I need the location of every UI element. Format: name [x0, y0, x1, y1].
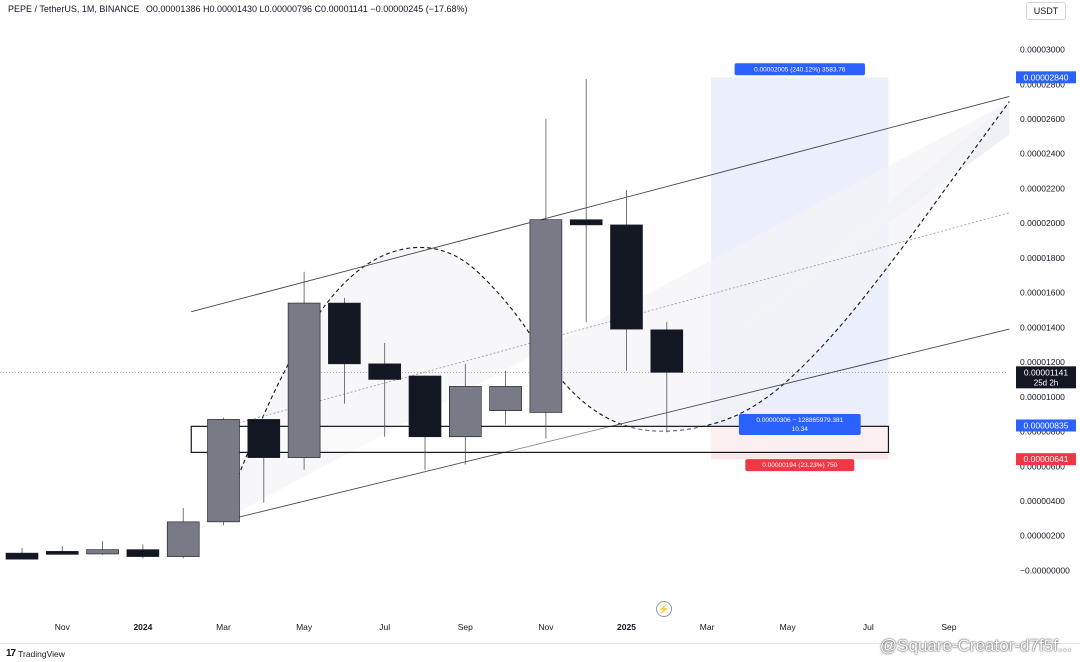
symbol-title[interactable]: PEPE / TetherUS, 1M, BINANCE	[8, 4, 140, 14]
x-tick-label: Jul	[863, 622, 874, 632]
x-tick-label: Sep	[458, 622, 473, 632]
y-tick-label: 0.00000600	[1020, 461, 1065, 471]
candle-body-1[interactable]	[45, 551, 79, 555]
candle-body-16[interactable]	[650, 329, 684, 373]
x-tick-label: Mar	[700, 622, 715, 632]
y-tick-label: 0.00003000	[1020, 45, 1065, 55]
candle-body-5[interactable]	[207, 419, 240, 523]
axis-badge-text-1: 0.00000835	[1024, 420, 1069, 430]
candle-body-4[interactable]	[166, 521, 200, 557]
y-tick-label: 0.00002600	[1020, 114, 1065, 124]
watermark-text: @Square-Creator-d7f5f...	[879, 636, 1072, 655]
entry-label-bg	[738, 413, 861, 435]
axis-badge-2[interactable]	[1016, 453, 1076, 466]
x-tick-label: May	[296, 622, 313, 632]
quote-currency-badge[interactable]: USDT	[1026, 2, 1066, 20]
price-badge-timer: 25d 2h	[1034, 378, 1058, 387]
candle-body-8[interactable]	[328, 302, 361, 365]
y-tick-label: 0.00002400	[1020, 149, 1065, 159]
candle-body-14[interactable]	[569, 219, 603, 226]
y-tick-label: 0.00001800	[1020, 253, 1065, 263]
entry-label-text-1: 10.34	[792, 426, 809, 433]
x-tick-label: Sep	[941, 622, 956, 632]
candlestick-chart[interactable]: 0.00002005 (240.12%) 3583.76 0.00000306 −…	[0, 0, 1080, 644]
x-tick-label: Mar	[216, 622, 231, 632]
stop-label-bg	[745, 459, 855, 472]
x-tick-label: Nov	[55, 622, 71, 632]
tradingview-mark-icon: 17	[6, 648, 16, 659]
tradingview-name: TradingView	[18, 648, 65, 659]
watermark: @Square-Creator-d7f5f...	[880, 636, 1072, 656]
stop-label-text-0: 0.00000194 (23.23%) 750	[762, 462, 838, 469]
price-badge-value: 0.00001141	[1024, 367, 1069, 377]
target-label-bg	[734, 63, 865, 76]
y-tick-label: −0.00000000	[1020, 565, 1070, 575]
y-tick-label: 0.00002800	[1020, 79, 1065, 89]
candle-body-11[interactable]	[448, 386, 482, 438]
candle-body-13[interactable]	[529, 219, 563, 413]
candle-body-12[interactable]	[489, 386, 522, 412]
candle-body-15[interactable]	[610, 224, 643, 330]
candle-body-0[interactable]	[5, 552, 39, 560]
y-tick-label: 0.00001000	[1020, 392, 1065, 402]
x-tick-label: 2025	[617, 622, 636, 632]
candle-body-9[interactable]	[368, 363, 402, 380]
axis-badge-text-0: 0.00002840	[1024, 72, 1069, 82]
candle-body-10[interactable]	[408, 375, 442, 438]
tradingview-logo[interactable]: 17 TradingView	[6, 648, 65, 659]
candle-body-2[interactable]	[86, 549, 119, 555]
lightning-icon[interactable]: ⚡	[656, 601, 672, 617]
y-tick-label: 0.00001600	[1020, 288, 1065, 298]
symbol-header: PEPE / TetherUS, 1M, BINANCE O0.00001386…	[8, 4, 468, 14]
y-tick-label: 0.00001200	[1020, 357, 1065, 367]
axis-badge-1[interactable]	[1016, 419, 1076, 432]
lower-trendline[interactable]	[219, 328, 1010, 523]
candle-body-3[interactable]	[126, 549, 160, 557]
y-tick-label: 0.00000400	[1020, 496, 1065, 506]
y-tick-label: 0.00002000	[1020, 218, 1065, 228]
y-tick-label: 0.00000200	[1020, 531, 1065, 541]
y-tick-label: 0.00002200	[1020, 183, 1065, 193]
axis-badge-text-2: 0.00000641	[1024, 454, 1069, 464]
candle-body-7[interactable]	[287, 302, 321, 458]
ohlc-values: O0.00001386 H0.00001430 L0.00000796 C0.0…	[145, 4, 468, 14]
x-tick-label: May	[780, 622, 797, 632]
upper-trendline[interactable]	[191, 95, 1010, 313]
footer-bar: 17 TradingView	[0, 643, 1080, 662]
axis-badge-0[interactable]	[1016, 71, 1076, 84]
price-badge[interactable]	[1016, 366, 1076, 389]
x-tick-label: Nov	[538, 622, 554, 632]
x-tick-label: Jul	[379, 622, 390, 632]
y-tick-label: 0.00001400	[1020, 322, 1065, 332]
entry-label-text-0: 0.00000306 − 128865979.381	[756, 417, 843, 424]
y-tick-label: 0.00000800	[1020, 427, 1065, 437]
x-tick-label: 2024	[133, 622, 152, 632]
candle-body-6[interactable]	[247, 419, 281, 458]
target-label-text-0: 0.00002005 (240.12%) 3583.76	[754, 66, 846, 73]
